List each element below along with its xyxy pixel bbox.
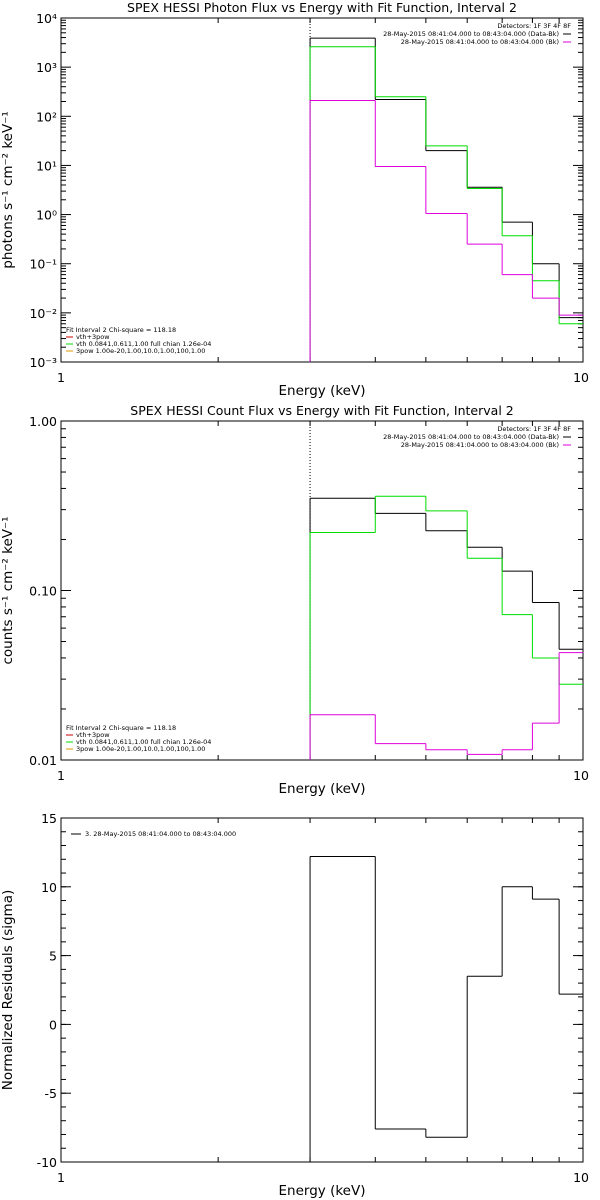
y-tick-label: 0 <box>49 1017 57 1032</box>
legend-entry-label: vth+3pow <box>76 731 110 739</box>
y-axis-label: Normalized Residuals (sigma) <box>0 890 16 1091</box>
legend-entry-label: 28-May-2015 08:41:04.000 to 08:43:04.000… <box>383 30 559 38</box>
y-tick-label: 1.00 <box>29 414 57 429</box>
chart-title: SPEX HESSI Count Flux vs Energy with Fit… <box>130 403 513 418</box>
legend-entry-label: vth 0.0841,0.611,1.00 full chian 1.26e-0… <box>76 738 211 746</box>
legend-entry-label: 28-May-2015 08:41:04.000 to 08:43:04.000… <box>401 38 559 46</box>
legend-entry-label: 28-May-2015 08:41:04.000 to 08:43:04.000… <box>401 441 559 449</box>
series-0 <box>309 37 583 362</box>
legend-fit-header: Fit Interval 2 Chi-square = 118.18 <box>66 724 176 732</box>
y-tick-label: 10 <box>41 880 57 895</box>
y-tick-label: 10² <box>36 109 57 124</box>
chart-resid: 1 10 Energy (keV) -10 -5 0 5 10 15 Normalized Res… <box>0 811 589 1199</box>
x-tick-label: 1 <box>57 768 65 783</box>
legend-fit-header: Fit Interval 2 Chi-square = 118.18 <box>66 326 176 334</box>
y-tick-label: 10⁴ <box>36 11 57 26</box>
y-tick-label: -10 <box>37 1155 57 1170</box>
legend-entry-label: vth+3pow <box>76 333 110 341</box>
y-tick-label: -5 <box>45 1086 57 1101</box>
x-tick-label: 10 <box>573 1170 589 1185</box>
series-0 <box>309 497 583 760</box>
x-axis-label: Energy (keV) <box>279 383 366 399</box>
series-0 <box>309 856 583 1162</box>
legend-entry-label: vth 0.0841,0.611,1.00 full chian 1.26e-0… <box>76 340 211 348</box>
y-axis-label: photons s⁻¹ cm⁻² keV⁻¹ <box>0 111 16 269</box>
chart-title: SPEX HESSI Photon Flux vs Energy with Fi… <box>127 0 517 15</box>
x-tick-label: 1 <box>57 370 65 385</box>
y-tick-label: 10⁻³ <box>29 355 57 370</box>
legend-entry-label: 3pow 1.00e-20,1.00,10.0,1.00,100,1.00 <box>76 745 205 753</box>
legend-detectors: Detectors: 1F 3F 4F 8F <box>497 22 571 30</box>
series-1 <box>309 495 583 760</box>
legend-entry-label: 3. 28-May-2015 08:41:04.000 to 08:43:04.… <box>85 830 236 838</box>
y-axis-label: counts s⁻¹ cm⁻² keV⁻¹ <box>0 516 16 664</box>
y-tick-label: 5 <box>49 949 57 964</box>
x-tick-label: 10 <box>573 768 589 783</box>
chart-count: SPEX HESSI Count Flux vs Energy with Fit… <box>0 403 589 797</box>
chart-photon: SPEX HESSI Photon Flux vs Energy with Fi… <box>0 0 589 399</box>
series-2 <box>309 99 583 362</box>
legend-detectors: Detectors: 1F 3F 4F 8F <box>497 425 571 433</box>
y-tick-label: 0.01 <box>29 753 57 768</box>
x-tick-label: 10 <box>573 370 589 385</box>
plot-frame <box>60 817 584 1163</box>
y-tick-label: 10³ <box>36 60 57 75</box>
y-tick-label: 10⁰ <box>36 208 57 223</box>
x-tick-label: 1 <box>57 1170 65 1185</box>
y-tick-label: 0.10 <box>29 584 57 599</box>
plot-frame <box>60 420 584 761</box>
legend-entry-label: 28-May-2015 08:41:04.000 to 08:43:04.000… <box>383 433 559 441</box>
legend-entry-label: 3pow 1.00e-20,1.00,10.0,1.00,100,1.00 <box>76 347 205 355</box>
plot-frame <box>60 17 584 363</box>
y-tick-label: 15 <box>41 811 57 826</box>
x-axis-label: Energy (keV) <box>279 781 366 797</box>
y-tick-label: 10¹ <box>36 158 57 173</box>
y-tick-label: 10⁻² <box>29 306 57 321</box>
series-1 <box>309 46 583 362</box>
series-2 <box>309 652 583 760</box>
y-tick-label: 10⁻¹ <box>29 257 57 272</box>
x-axis-label: Energy (keV) <box>279 1183 366 1199</box>
